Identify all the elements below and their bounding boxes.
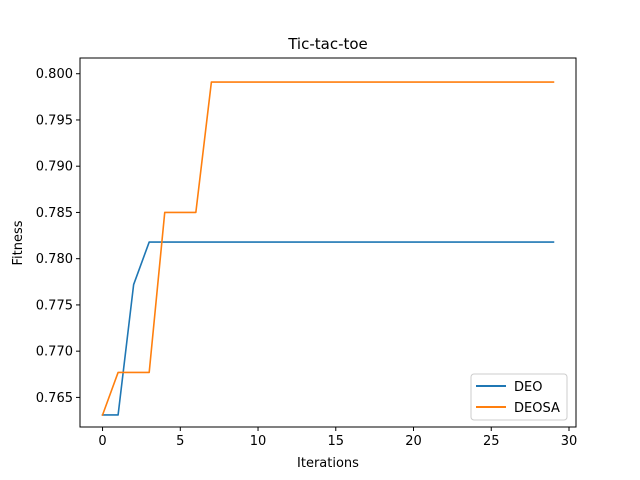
x-tick-label: 0 [98, 434, 106, 449]
y-tick-label: 0.775 [36, 298, 73, 313]
series-line-deo [101, 241, 555, 416]
y-tick-label: 0.785 [36, 206, 73, 221]
x-axis-label: Iterations [297, 456, 359, 471]
y-tick-label: 0.770 [36, 345, 73, 360]
x-tick-label: 5 [176, 434, 184, 449]
axes-frame [79, 57, 577, 428]
y-tick-label: 0.795 [36, 113, 73, 128]
legend-label-deo: DEO [514, 380, 542, 395]
series-line-deosa [101, 81, 555, 417]
plot-area [101, 81, 555, 417]
y-tick-label: 0.800 [36, 67, 73, 82]
legend: DEO DEOSA [470, 373, 568, 421]
axis-ticks: 0 5 10 15 20 25 30 0.765 0.770 0.775 0.780 0.785 0.7… [36, 67, 577, 449]
y-tick-label: 0.790 [36, 160, 73, 175]
x-tick-label: 25 [483, 434, 500, 449]
y-tick-label: 0.765 [36, 391, 73, 406]
y-axis-label: Fitness [11, 220, 26, 265]
x-tick-label: 15 [328, 434, 345, 449]
legend-label-deosa: DEOSA [514, 401, 560, 416]
y-tick-label: 0.780 [36, 252, 73, 267]
x-tick-label: 10 [250, 434, 267, 449]
x-tick-label: 20 [405, 434, 422, 449]
x-tick-label: 30 [561, 434, 578, 449]
chart-title: Tic-tac-toe [287, 35, 368, 53]
